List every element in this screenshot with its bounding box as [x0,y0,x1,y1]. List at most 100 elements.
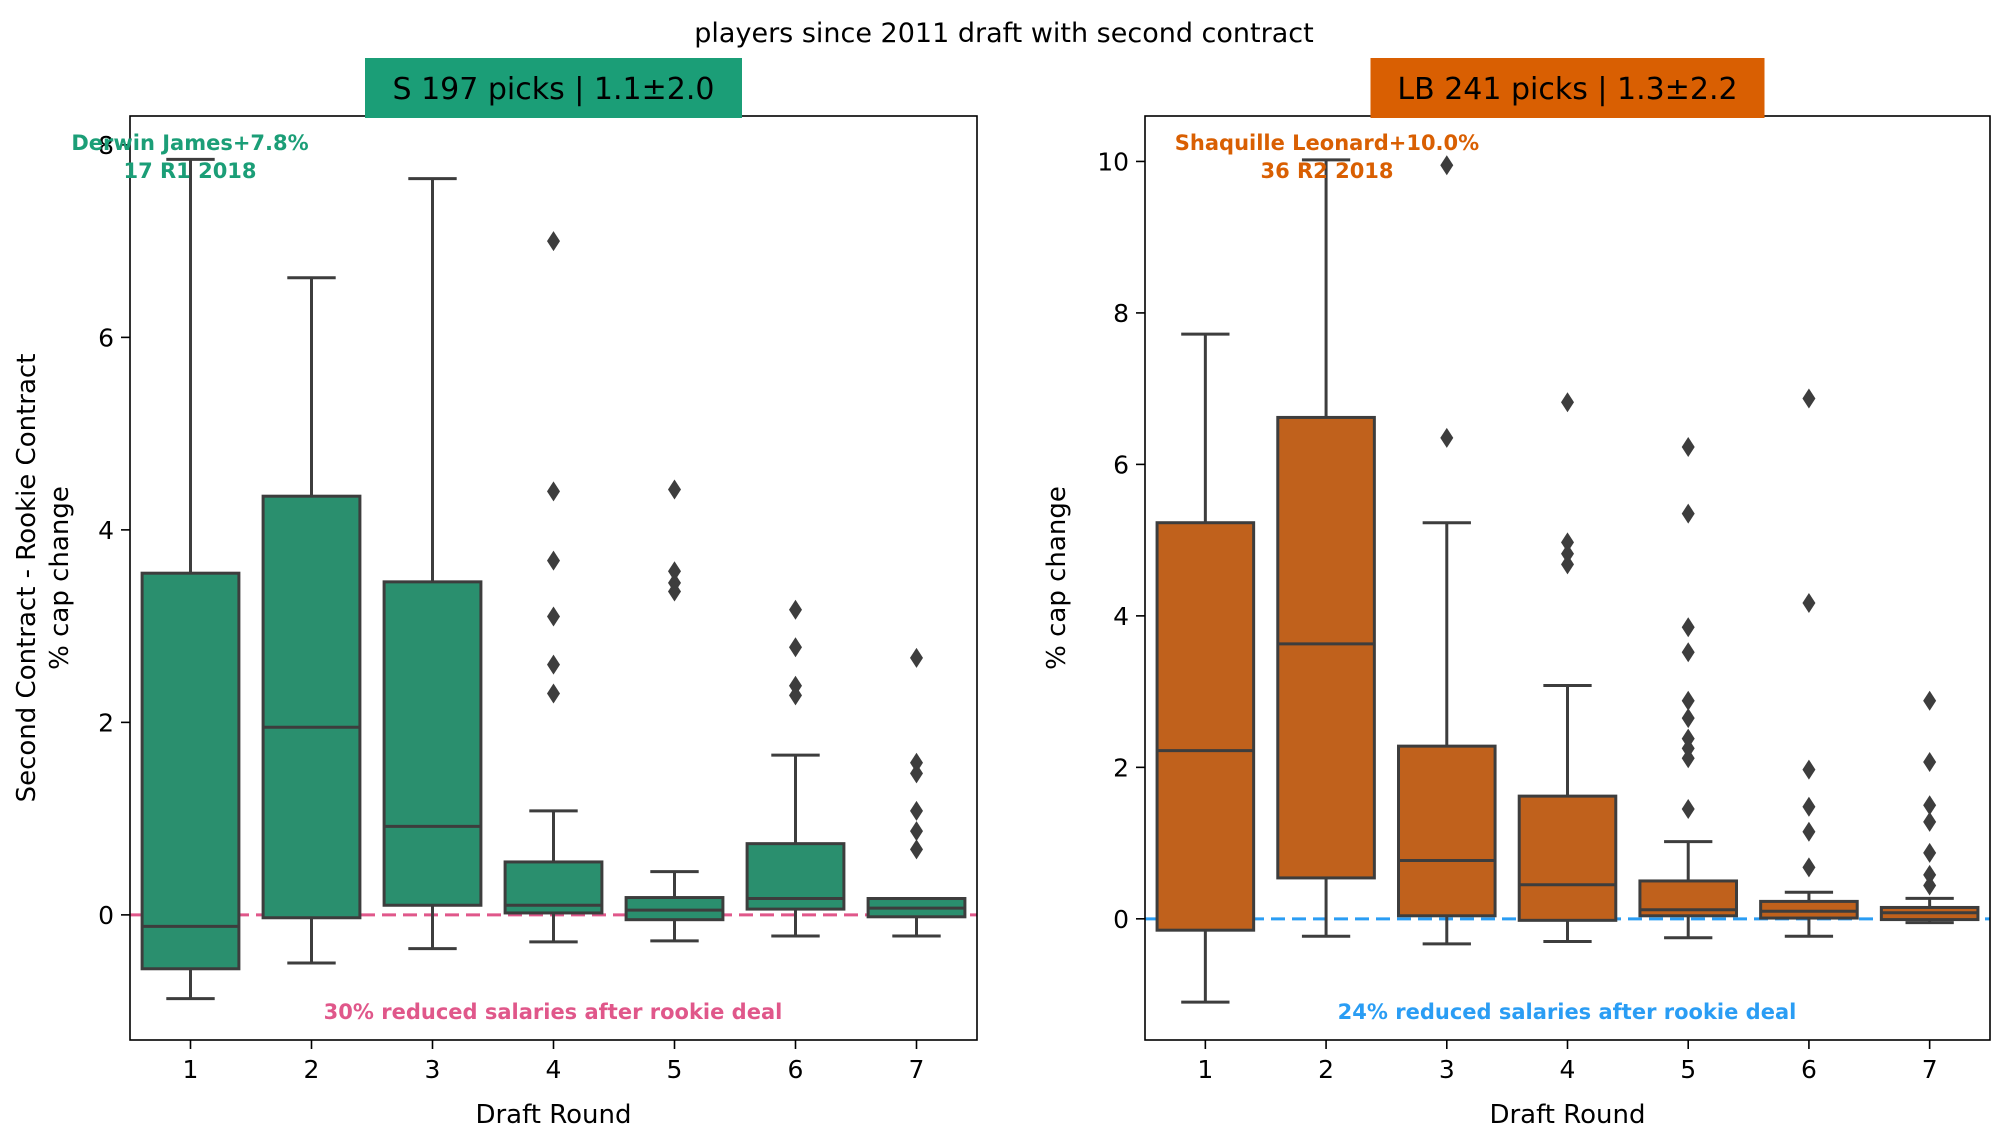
box-round-2 [1276,158,1376,938]
outlier-point [1802,857,1816,878]
y-tick-label: 4 [98,516,114,545]
box-iqr [261,494,362,920]
box-round-6 [1759,388,1859,938]
outlier-point [547,654,560,675]
box-round-5 [1638,436,1739,940]
outlier-point [789,599,802,620]
outlier-point [1561,543,1574,564]
y-tick-label: 8 [98,131,114,160]
box-iqr [1397,744,1497,918]
top-player-annotation: Shaquille Leonard+10.0% [1175,131,1479,155]
x-tick-label: 3 [1439,1055,1455,1084]
panel-title-box [365,58,742,118]
outlier-point [1681,799,1695,819]
box-round-1 [1155,332,1256,1004]
x-tick-label: 2 [304,1055,320,1084]
y-tick-label: 0 [1113,905,1129,934]
outlier-point [1923,811,1937,832]
box-round-2 [261,276,362,965]
outlier-point [547,550,560,571]
box-round-1 [140,157,241,1001]
box-round-3 [382,177,483,951]
box-round-7 [866,647,967,938]
box-round-4 [1517,392,1618,944]
figure-suptitle: players since 2011 draft with second con… [694,18,1313,49]
outlier-point [1681,690,1695,711]
box-round-5 [624,479,725,943]
outlier-point [1923,842,1937,863]
reduced-salaries-annotation: 30% reduced salaries after rookie deal [324,1000,783,1024]
outlier-point [1802,796,1816,817]
reduced-salaries-annotation: 24% reduced salaries after rookie deal [1338,1000,1797,1024]
x-tick-label: 7 [1922,1055,1938,1084]
y-tick-label: 2 [98,708,114,737]
outlier-point [1440,155,1454,176]
y-axis-label: % cap change [45,486,75,670]
y-tick-label: 8 [1113,299,1129,328]
x-axis-label: Draft Round [1489,1100,1645,1130]
outlier-point [1681,708,1695,729]
top-player-annotation: Derwin James+7.8% [71,131,308,155]
outlier-point [789,637,802,658]
outlier-point [910,821,923,842]
outlier-point [1923,795,1937,816]
outlier-point [1561,392,1574,413]
outlier-point [1923,864,1937,885]
panel-title: LB 241 picks | 1.3±2.2 [1397,72,1737,107]
x-tick-label: 7 [909,1055,925,1084]
y-tick-label: 6 [1113,450,1129,479]
outlier-point [547,231,560,252]
box-iqr [1517,794,1618,922]
outlier-point [910,839,923,860]
box-iqr [1155,521,1256,932]
outlier-point [1802,592,1816,613]
x-tick-label: 2 [1318,1055,1334,1084]
outlier-point [1923,875,1937,896]
outlier-point [668,561,681,582]
x-tick-label: 3 [425,1055,441,1084]
box-round-3 [1397,155,1497,946]
outlier-point [1802,388,1816,409]
x-tick-label: 6 [1801,1055,1817,1084]
top-player-annotation-detail: 36 R2 2018 [1260,159,1393,183]
x-tick-label: 4 [1560,1055,1576,1084]
y-tick-label: 0 [98,901,114,930]
box-iqr [140,571,241,971]
panel-title-box [1370,58,1765,118]
box-iqr [1276,415,1376,880]
x-axis-label: Draft Round [475,1100,631,1130]
box-round-4 [503,231,604,944]
x-tick-label: 1 [1197,1055,1213,1084]
outlier-point [910,647,923,668]
y-axis-label: % cap change [1042,486,1072,670]
outlier-point [789,685,802,706]
left-panel-s: 0 2 4 6 8 1 2 3 4 5 6 7 Draft Round Second Contract -… [12,58,978,1130]
y-tick-label: 6 [98,323,114,352]
x-tick-label: 1 [183,1055,199,1084]
outlier-point [1923,690,1937,711]
outlier-point [1681,617,1695,638]
outlier-point [1561,532,1574,553]
outlier-point [547,606,560,627]
x-tick-label: 6 [788,1055,804,1084]
top-player-annotation-detail: 17 R1 2018 [123,159,256,183]
outlier-point [1681,748,1695,769]
outlier-point [668,479,681,500]
y-tick-label: 4 [1113,602,1129,631]
outlier-point [910,763,923,784]
x-tick-label: 5 [667,1055,683,1084]
y-axis-label: Second Contract - Rookie Contract [12,354,42,803]
box-iqr [382,580,483,907]
outlier-point [1440,427,1454,448]
outlier-point [910,800,923,821]
outlier-point [547,481,560,502]
x-tick-label: 5 [1680,1055,1696,1084]
y-tick-label: 2 [1113,753,1129,782]
outlier-point [668,581,681,602]
box-iqr [1759,899,1859,920]
box-round-7 [1879,690,1980,925]
outlier-point [1681,436,1695,457]
x-tick-label: 4 [546,1055,562,1084]
